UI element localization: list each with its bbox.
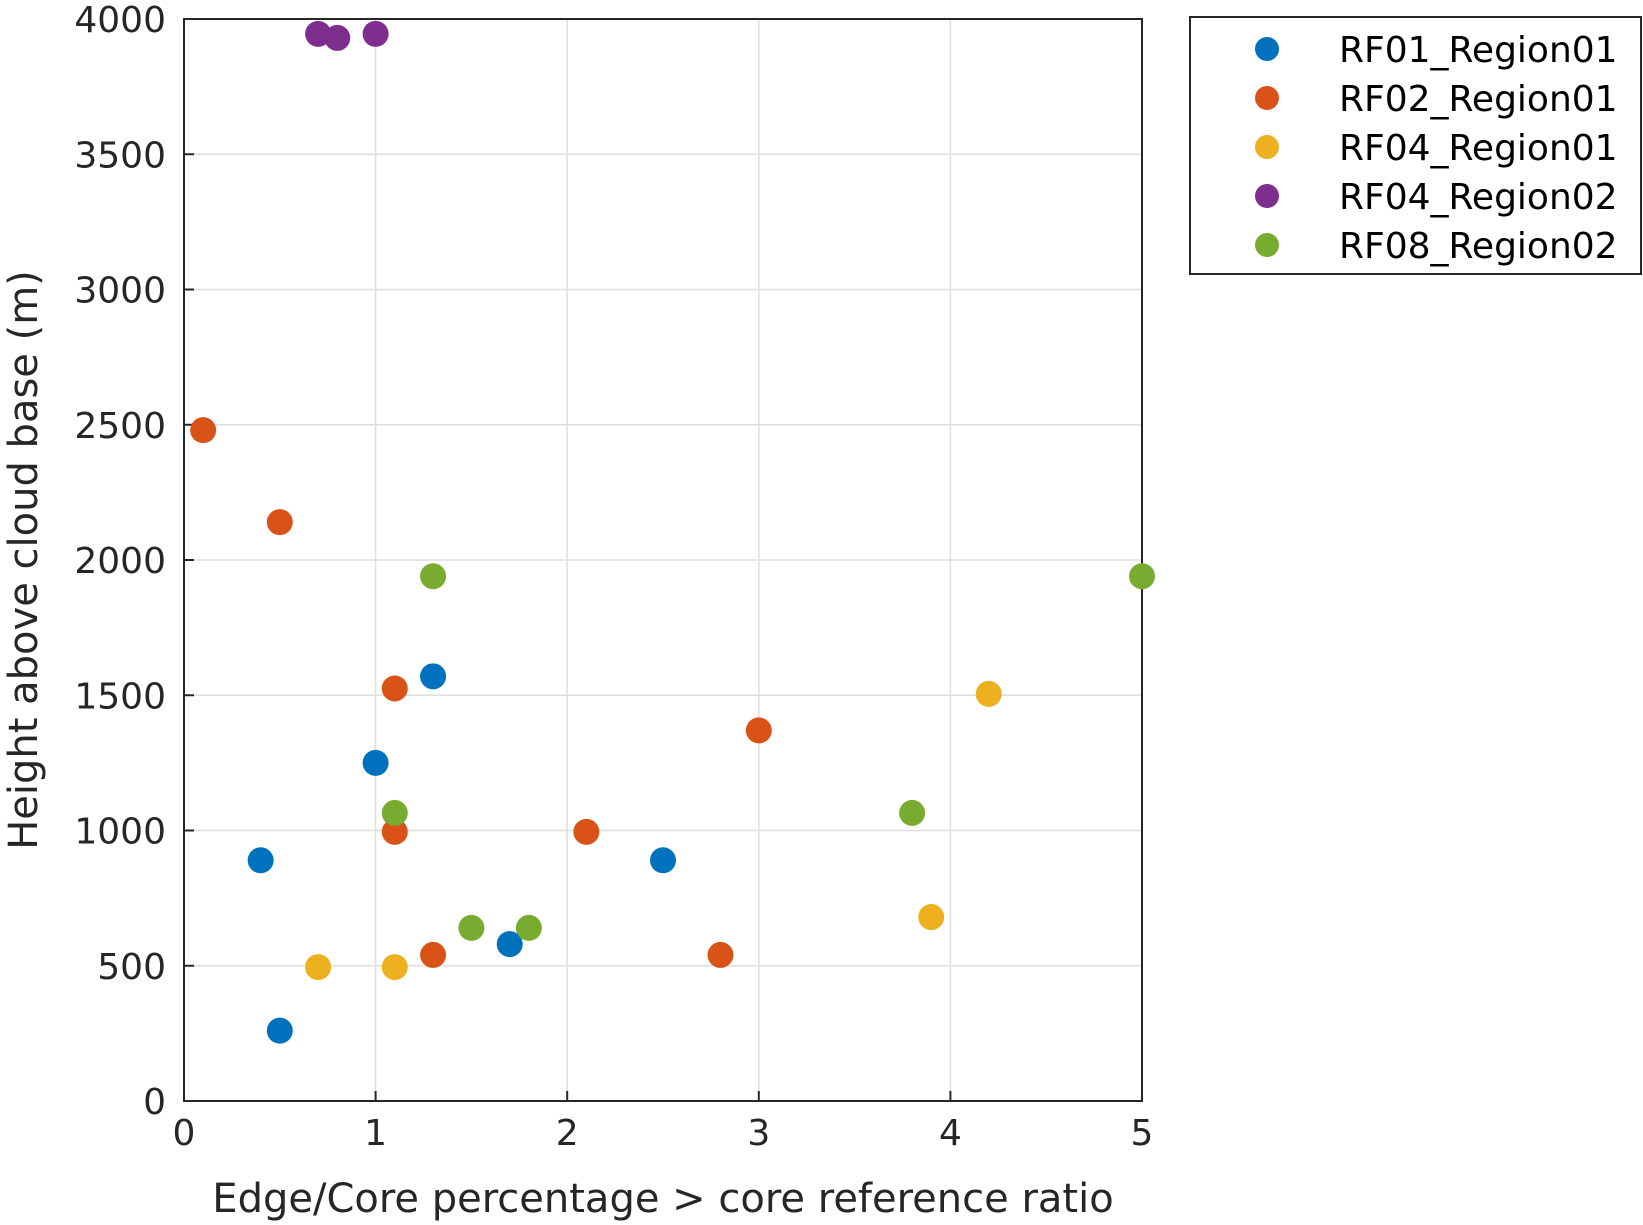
data-point: [745, 717, 772, 744]
data-point: [362, 20, 389, 47]
legend: RF01_Region01 RF02_Region01 RF04_Region01 R…: [1189, 16, 1642, 275]
y-tick-label: 1500: [74, 676, 166, 717]
data-point: [381, 675, 408, 702]
data-point: [381, 818, 408, 845]
y-axis-title: Height above cloud base (m): [1, 270, 47, 850]
data-point: [305, 954, 332, 981]
x-tick-label: 1: [364, 1113, 387, 1154]
x-tick-label: 3: [747, 1113, 770, 1154]
data-point: [266, 509, 293, 536]
legend-marker: [1255, 86, 1279, 110]
data-point: [899, 799, 926, 826]
data-point: [573, 818, 600, 845]
data-point: [496, 931, 523, 958]
data-point: [707, 941, 734, 968]
x-tick-label: 0: [173, 1113, 196, 1154]
y-tick-label: 0: [143, 1082, 166, 1123]
legend-label: RF04_Region02: [1339, 177, 1618, 218]
data-point: [420, 663, 447, 690]
data-point: [420, 941, 447, 968]
y-tick-label: 4000: [74, 0, 166, 41]
data-point: [362, 749, 389, 776]
data-point: [381, 954, 408, 981]
y-tick-label: 1000: [74, 812, 166, 853]
x-tick-label: 4: [939, 1113, 962, 1154]
data-point: [190, 417, 217, 444]
data-point: [650, 847, 676, 874]
y-tick-label: 500: [97, 947, 166, 988]
data-point: [420, 563, 447, 590]
y-tick-label: 2500: [74, 406, 166, 447]
data-point: [247, 847, 274, 874]
legend-label: RF01_Region01: [1339, 30, 1618, 71]
x-tick-label: 5: [1131, 1113, 1154, 1154]
data-point: [266, 1017, 293, 1044]
data-points: [190, 20, 1155, 1044]
data-point: [918, 904, 945, 931]
data-point: [975, 680, 1002, 707]
y-tick-label: 2000: [74, 541, 166, 582]
y-tick-label: 3500: [74, 135, 166, 176]
legend-label: RF02_Region01: [1339, 79, 1618, 120]
legend-marker: [1255, 233, 1279, 257]
data-point: [515, 914, 542, 941]
data-point: [324, 24, 351, 51]
grid: [184, 19, 1142, 1101]
data-point: [1129, 563, 1155, 590]
axis-ticks: 0 1 2 3 4 5 0 500 1000 1500 2000 2500 3000 3500 4000: [74, 0, 1153, 1154]
legend-label: RF08_Region02: [1339, 226, 1618, 267]
y-tick-label: 3000: [74, 271, 166, 312]
x-tick-label: 2: [556, 1113, 579, 1154]
legend-marker: [1255, 135, 1279, 159]
legend-marker: [1255, 37, 1279, 61]
data-point: [381, 799, 408, 826]
x-axis-title: Edge/Core percentage > core reference ra…: [212, 1176, 1113, 1222]
data-point: [458, 914, 485, 941]
legend-label: RF04_Region01: [1339, 128, 1618, 169]
legend-marker: [1255, 184, 1279, 208]
